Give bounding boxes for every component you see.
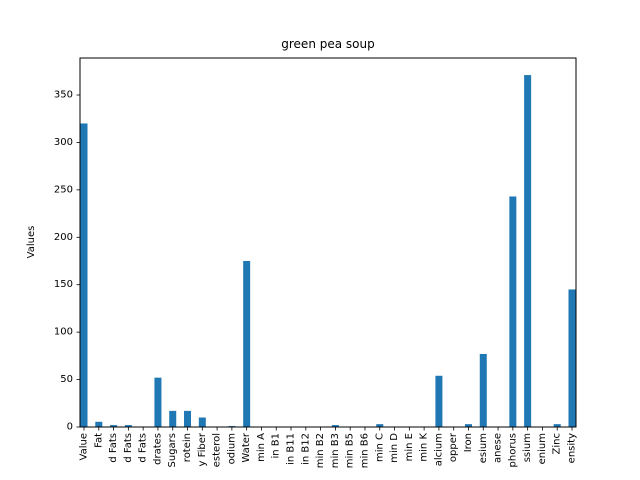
bars-group — [80, 75, 576, 427]
x-tick-label: min B3 — [330, 433, 341, 468]
y-axis-ticks: 0 50 100 150 200 250 300 350 — [54, 89, 80, 433]
x-tick-label: drates — [152, 433, 163, 465]
bar — [376, 424, 384, 427]
x-tick-label: in B11 — [286, 433, 297, 465]
bar — [95, 421, 103, 427]
plot-background — [80, 58, 576, 427]
x-tick-label: min D — [389, 433, 400, 463]
y-tick-label: 0 — [67, 422, 73, 433]
x-tick-label: ensity — [567, 433, 578, 463]
bar — [553, 424, 561, 427]
x-tick-label: esium — [478, 433, 489, 463]
bar — [464, 424, 472, 427]
x-tick-label: min K — [419, 433, 430, 462]
x-tick-label: min B5 — [345, 433, 356, 468]
x-tick-label: alcium — [433, 433, 444, 466]
y-tick-label: 300 — [54, 137, 73, 148]
x-tick-label: Value — [79, 433, 90, 460]
x-tick-label: odium — [226, 433, 237, 464]
x-tick-label: Iron — [463, 433, 474, 452]
x-tick-label: anese — [493, 433, 504, 463]
bar — [568, 289, 576, 427]
bar — [198, 417, 206, 427]
x-tick-label: min A — [256, 433, 267, 462]
bar — [80, 123, 88, 427]
x-tick-label: opper — [448, 432, 459, 462]
bar — [169, 410, 177, 427]
x-tick-label: enium — [537, 433, 548, 464]
x-tick-label: min B2 — [315, 433, 326, 468]
y-tick-label: 100 — [54, 327, 73, 338]
x-tick-label: min E — [404, 433, 415, 461]
bar — [184, 410, 192, 427]
x-tick-label: d Fats — [123, 433, 134, 463]
y-tick-label: 350 — [54, 89, 73, 100]
x-tick-label: min B6 — [359, 433, 370, 468]
x-tick-label: Water — [241, 432, 252, 462]
y-axis-label: Values — [26, 226, 37, 259]
chart-title: green pea soup — [281, 37, 374, 51]
x-tick-label: in B1 — [271, 433, 282, 459]
bar — [110, 425, 118, 427]
y-tick-label: 200 — [54, 232, 73, 243]
x-tick-label: ssium — [522, 433, 533, 462]
bar — [509, 196, 517, 427]
x-tick-label: d Fats — [108, 433, 119, 463]
bar — [331, 425, 339, 427]
bar — [524, 75, 532, 427]
x-tick-label: esterol — [212, 433, 223, 467]
y-tick-label: 250 — [54, 184, 73, 195]
x-axis-ticks: Value Fat d Fats d Fats d Fats drates Sugars ro… — [79, 427, 578, 468]
x-tick-label: in B12 — [300, 433, 311, 465]
y-tick-label: 150 — [54, 279, 73, 290]
x-tick-label: d Fats — [138, 433, 149, 463]
bar — [124, 425, 132, 427]
x-tick-label: Zinc — [552, 433, 563, 454]
bar — [435, 375, 443, 427]
x-tick-label: y Fiber — [197, 432, 208, 466]
x-tick-label: rotein — [182, 433, 193, 462]
y-tick-label: 50 — [60, 374, 73, 385]
bar — [479, 353, 487, 427]
bar — [154, 377, 162, 427]
plot-frame — [79, 57, 577, 428]
x-tick-label: min C — [374, 433, 385, 462]
x-tick-label: Fat — [93, 433, 104, 448]
x-tick-label: phorus — [507, 433, 518, 467]
bar — [243, 261, 251, 427]
x-tick-label: Sugars — [167, 433, 178, 467]
